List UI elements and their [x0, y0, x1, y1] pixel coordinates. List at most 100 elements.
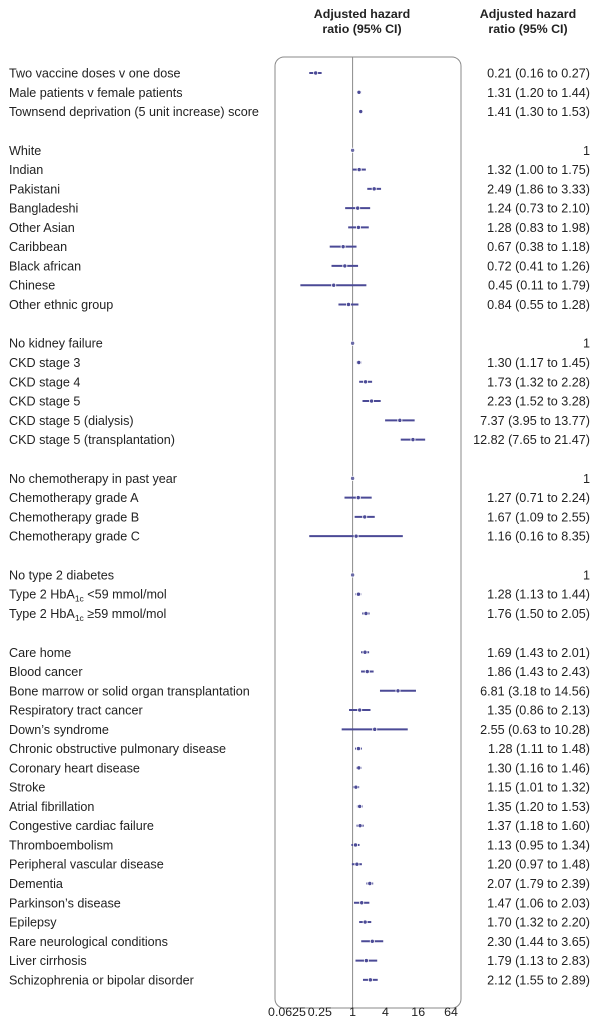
row-value: 1.30 (1.17 to 1.45) — [487, 356, 590, 370]
hr-point — [359, 900, 365, 906]
row-group-6-item-14: Parkinson’s disease 1.47 (1.06 to 2.03) — [9, 896, 590, 910]
row-label: Chemotherapy grade A — [9, 491, 139, 505]
row-value: 0.21 (0.16 to 0.27) — [487, 67, 590, 81]
plot-column-header-line-1: Adjusted hazard — [314, 7, 410, 21]
hr-point — [363, 958, 369, 964]
row-group-6-item-2: Blood cancer 1.86 (1.43 to 2.43) — [9, 665, 590, 679]
hr-point — [356, 89, 362, 95]
row-value: 1.16 (0.16 to 8.35) — [487, 530, 590, 544]
row-value: 1.47 (1.06 to 2.03) — [487, 896, 590, 910]
hr-point — [356, 765, 362, 771]
row-value: 1.37 (1.18 to 1.60) — [487, 819, 590, 833]
row-label: Peripheral vascular disease — [9, 858, 164, 872]
row-value: 1.79 (1.13 to 2.83) — [487, 954, 590, 968]
row-group-1-item-2: Male patients v female patients 1.31 (1.2… — [9, 86, 590, 100]
hr-point — [350, 147, 356, 153]
row-label: Stroke — [9, 781, 45, 795]
row-group-2-item-6: Caribbean 0.67 (0.38 to 1.18) — [9, 240, 590, 254]
row-label: Two vaccine doses v one dose — [9, 67, 181, 81]
row-group-4-item-4: Chemotherapy grade C 1.16 (0.16 to 8.35) — [9, 530, 590, 544]
hr-point — [355, 591, 361, 597]
row-label: No kidney failure — [9, 337, 103, 351]
row-value: 1 — [583, 568, 590, 582]
hr-point — [397, 417, 403, 423]
hr-point — [358, 109, 364, 115]
row-group-3-item-2: CKD stage 3 1.30 (1.17 to 1.45) — [9, 356, 590, 370]
hr-point — [362, 919, 368, 925]
row-label: CKD stage 4 — [9, 375, 80, 389]
row-group-2-item-8: Chinese 0.45 (0.11 to 1.79) — [9, 279, 590, 293]
row-group-6-item-12: Peripheral vascular disease 1.20 (0.97 to… — [9, 858, 590, 872]
hr-point — [357, 803, 363, 809]
hr-point — [350, 475, 356, 481]
hr-point — [363, 379, 369, 385]
row-group-4-item-1: No chemotherapy in past year 1 — [9, 472, 590, 486]
row-value: 1.35 (1.20 to 1.53) — [487, 800, 590, 814]
x-tick-label: 1 — [349, 1005, 356, 1019]
row-value: 1.67 (1.09 to 2.55) — [487, 510, 590, 524]
hr-point — [354, 861, 360, 867]
row-group-6-item-15: Epilepsy 1.70 (1.32 to 2.20) — [9, 916, 590, 930]
hr-point — [350, 340, 356, 346]
row-value: 2.49 (1.86 to 3.33) — [487, 182, 590, 196]
x-tick-label: 4 — [382, 1005, 389, 1019]
row-label: Coronary heart disease — [9, 761, 140, 775]
row-group-6-item-16: Rare neurological conditions 2.30 (1.44 t… — [9, 935, 590, 949]
row-group-2-item-7: Black african 0.72 (0.41 to 1.26) — [9, 259, 590, 273]
row-label: Schizophrenia or bipolar disorder — [9, 973, 194, 987]
row-value: 12.82 (7.65 to 21.47) — [473, 433, 590, 447]
row-value: 2.30 (1.44 to 3.65) — [487, 935, 590, 949]
row-value: 0.67 (0.38 to 1.18) — [487, 240, 590, 254]
row-label: Other Asian — [9, 221, 75, 235]
hr-point — [355, 205, 361, 211]
row-value: 0.84 (0.55 to 1.28) — [487, 298, 590, 312]
row-label: Chinese — [9, 279, 55, 293]
row-group-3-item-6: CKD stage 5 (transplantation) 12.82 (7.65… — [9, 433, 590, 447]
hr-point — [371, 186, 377, 192]
row-value: 1 — [583, 337, 590, 351]
row-value: 1.24 (0.73 to 2.10) — [487, 202, 590, 216]
row-label: Care home — [9, 646, 71, 660]
hr-point — [352, 842, 358, 848]
hr-point — [355, 746, 361, 752]
row-value: 1.70 (1.32 to 2.20) — [487, 916, 590, 930]
row-label: CKD stage 5 — [9, 395, 80, 409]
hr-point — [363, 610, 369, 616]
row-group-4-item-2: Chemotherapy grade A 1.27 (0.71 to 2.24) — [9, 491, 590, 505]
hr-point — [395, 688, 401, 694]
row-value: 2.23 (1.52 to 3.28) — [487, 395, 590, 409]
hr-point — [362, 514, 368, 520]
hr-point — [369, 398, 375, 404]
row-label: Liver cirrhosis — [9, 954, 87, 968]
row-label: Chemotherapy grade C — [9, 530, 140, 544]
row-value: 2.55 (0.63 to 10.28) — [480, 723, 590, 737]
row-group-6-item-18: Schizophrenia or bipolar disorder 2.12 (1… — [9, 973, 590, 987]
row-label: Respiratory tract cancer — [9, 704, 143, 718]
row-label: Indian — [9, 163, 43, 177]
row-group-6-item-8: Stroke 1.15 (1.01 to 1.32) — [9, 781, 590, 795]
row-label: Chemotherapy grade B — [9, 510, 139, 524]
row-group-4-item-3: Chemotherapy grade B 1.67 (1.09 to 2.55) — [9, 510, 590, 524]
hr-point — [331, 282, 337, 288]
hr-point — [353, 533, 359, 539]
row-value: 1.30 (1.16 to 1.46) — [487, 761, 590, 775]
row-group-6-item-4: Respiratory tract cancer 1.35 (0.86 to 2.… — [9, 704, 590, 718]
row-label: Bone marrow or solid organ transplantati… — [9, 684, 250, 698]
row-group-5-item-3: Type 2 HbA1c ≥59 mmol/mol 1.76 (1.50 to 2… — [9, 607, 590, 623]
row-value: 1.28 (1.11 to 1.48) — [488, 742, 590, 756]
row-label: Townsend deprivation (5 unit increase) s… — [9, 105, 259, 119]
hr-point — [356, 360, 362, 366]
hr-point — [355, 495, 361, 501]
row-group-6-item-9: Atrial fibrillation 1.35 (1.20 to 1.53) — [9, 800, 590, 814]
hr-point — [364, 669, 370, 675]
row-label: No chemotherapy in past year — [9, 472, 177, 486]
row-label: White — [9, 144, 41, 158]
row-value: 1.31 (1.20 to 1.44) — [487, 86, 590, 100]
hr-point — [350, 572, 356, 578]
row-group-2-item-5: Other Asian 1.28 (0.83 to 1.98) — [9, 221, 590, 235]
hr-point — [353, 784, 359, 790]
hr-point — [410, 437, 416, 443]
row-value: 1 — [583, 472, 590, 486]
